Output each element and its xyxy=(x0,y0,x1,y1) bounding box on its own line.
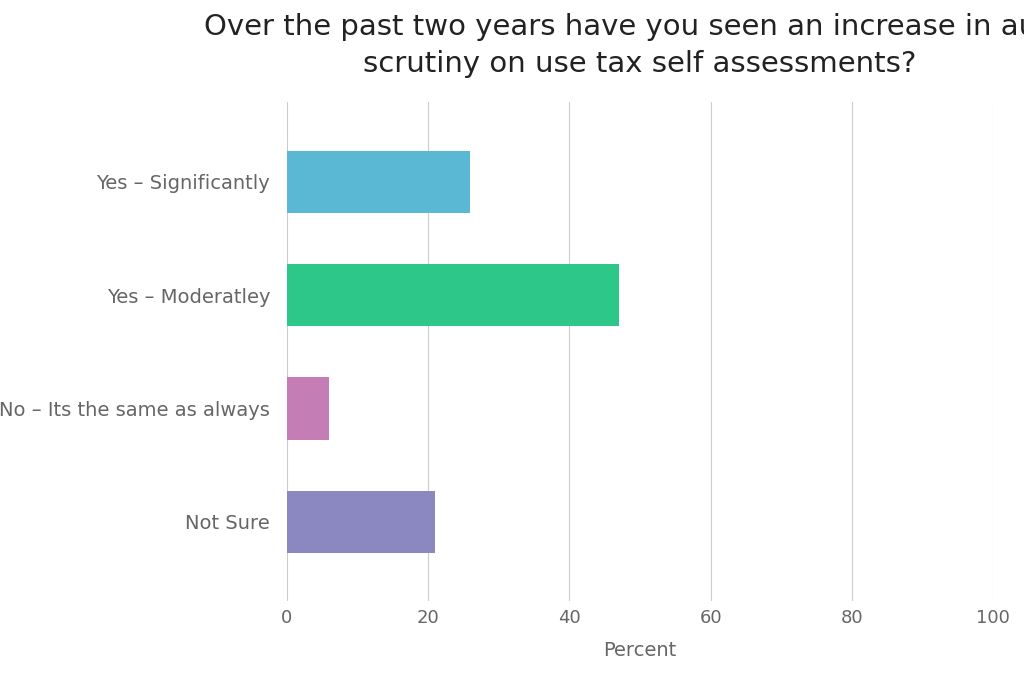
Bar xyxy=(287,264,618,326)
Title: Over the past two years have you seen an increase in audit
scrutiny on use tax s: Over the past two years have you seen an… xyxy=(205,13,1024,78)
Bar xyxy=(287,151,470,213)
Bar xyxy=(287,490,435,553)
Bar xyxy=(287,377,329,440)
X-axis label: Percent: Percent xyxy=(603,641,677,660)
